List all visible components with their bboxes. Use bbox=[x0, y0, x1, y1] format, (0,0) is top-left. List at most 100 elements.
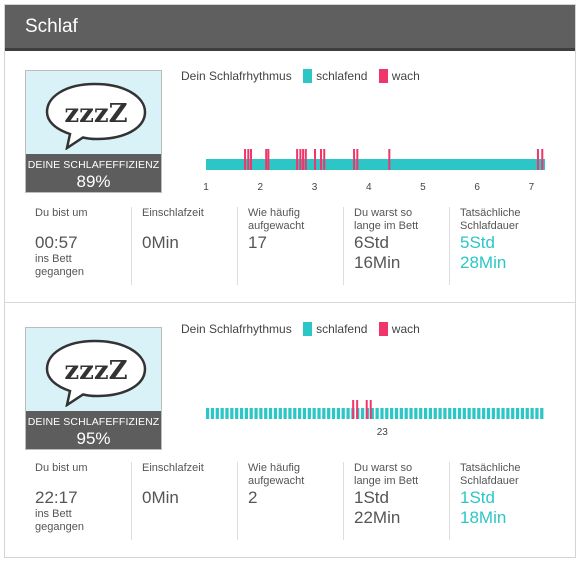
wake-marker bbox=[365, 400, 368, 419]
wake-swatch-icon bbox=[378, 321, 388, 336]
bedtime-metric: Du bist um 22:17 ins Bett gegangen bbox=[25, 462, 131, 540]
sleep-segment bbox=[206, 408, 210, 419]
sleep-segment bbox=[428, 408, 433, 419]
zzz-speech-bubble-icon: zzzZ bbox=[45, 339, 147, 407]
sleep-segment bbox=[370, 408, 374, 419]
sleep-session[interactable]: zzzZ DEINE SCHLAFEFFIZIENZ 95% Dein Schl… bbox=[5, 303, 575, 559]
sleep-segment bbox=[239, 408, 244, 419]
sleep-segment bbox=[268, 408, 273, 419]
sleep-segment bbox=[535, 408, 539, 419]
sleep-segment bbox=[273, 408, 278, 419]
sleep-efficiency-badge: zzzZ DEINE SCHLAFEFFIZIENZ 89% bbox=[25, 70, 162, 193]
sleep-segment bbox=[457, 408, 462, 419]
sleep-segment bbox=[235, 408, 239, 419]
badge-caption: DEINE SCHLAFEFFIZIENZ 89% bbox=[26, 154, 161, 192]
sleep-segment bbox=[394, 408, 399, 419]
sleep-onset-metric: Einschlafzeit 0Min bbox=[131, 462, 237, 540]
sleep-segment bbox=[312, 408, 316, 419]
x-tick-label: 4 bbox=[366, 182, 372, 193]
sleep-segment bbox=[390, 408, 394, 419]
panel-header: Schlaf bbox=[5, 5, 575, 51]
sleep-segment bbox=[293, 408, 297, 419]
wakeups-label: Wie häufig aufgewacht bbox=[248, 207, 305, 232]
sleep-panel: Schlaf zzzZ DEINE SCHLAFEFFIZIENZ 89% De… bbox=[4, 4, 576, 558]
wake-marker bbox=[319, 149, 322, 170]
sleep-segment bbox=[322, 408, 326, 419]
sleep-segment bbox=[482, 408, 486, 419]
wakeups-label: Wie häufig aufgewacht bbox=[248, 462, 305, 487]
sleep-segment bbox=[336, 408, 340, 419]
time-in-bed-metric: Du warst so lange im Bett 6Std 16Min bbox=[343, 207, 449, 285]
time-in-bed-label: Du warst so lange im Bett bbox=[354, 207, 419, 232]
wake-marker bbox=[247, 149, 250, 170]
sleep-rhythm-chart[interactable]: 1 2 3 4 5 6 7 bbox=[181, 129, 551, 193]
bedtime-sub: ins Bett gegangen bbox=[35, 508, 84, 533]
time-in-bed-hours: 1Std bbox=[354, 488, 389, 507]
sleep-onset-label: Einschlafzeit bbox=[142, 462, 204, 474]
sleep-segment bbox=[254, 408, 258, 419]
sleep-swatch-icon bbox=[303, 68, 313, 83]
panel-title: Schlaf bbox=[25, 16, 78, 37]
sleep-segment bbox=[409, 408, 413, 419]
rhythm-legend: Dein Schlafrhythmus schlafend wach bbox=[181, 321, 420, 336]
wake-marker bbox=[356, 149, 359, 170]
sleep-segment bbox=[404, 408, 408, 419]
sleep-segment bbox=[360, 408, 365, 419]
x-tick-label: 23 bbox=[377, 427, 389, 438]
wake-marker bbox=[541, 149, 544, 170]
sleep-segment bbox=[501, 408, 505, 419]
sleep-segment bbox=[520, 408, 525, 419]
rhythm-title: Dein Schlafrhythmus bbox=[181, 321, 292, 336]
x-tick-label: 3 bbox=[312, 182, 318, 193]
bedtime-label: Du bist um bbox=[35, 207, 88, 219]
actual-sleep-label: Tatsächliche Schlafdauer bbox=[460, 462, 521, 487]
x-tick-label: 6 bbox=[474, 182, 480, 193]
sleep-segment bbox=[331, 408, 336, 419]
sleep-segment bbox=[244, 408, 248, 419]
sleep-segment bbox=[298, 408, 302, 419]
sleep-segment bbox=[249, 408, 253, 419]
sleep-segment bbox=[540, 408, 544, 419]
sleep-onset-label: Einschlafzeit bbox=[142, 207, 204, 219]
sleep-segment bbox=[511, 408, 515, 419]
x-tick-label: 5 bbox=[420, 182, 426, 193]
sleep-segment bbox=[448, 408, 452, 419]
sleep-segment bbox=[515, 408, 520, 419]
sleep-swatch-icon bbox=[303, 321, 313, 336]
wakeups-value: 17 bbox=[248, 233, 267, 252]
wake-marker bbox=[302, 149, 305, 170]
sleep-segment bbox=[433, 408, 437, 419]
sleep-segment bbox=[477, 408, 481, 419]
sleep-segment bbox=[467, 408, 471, 419]
wake-marker bbox=[356, 400, 359, 419]
sleep-segment bbox=[423, 408, 428, 419]
sleep-segment bbox=[452, 408, 457, 419]
wake-marker bbox=[244, 149, 247, 170]
sleep-segment bbox=[264, 408, 268, 419]
sleep-onset-value: 0Min bbox=[142, 488, 179, 507]
zzz-speech-bubble-icon: zzzZ bbox=[45, 82, 147, 150]
wake-marker bbox=[323, 149, 326, 170]
x-tick-label: 2 bbox=[257, 182, 263, 193]
x-tick-label: 7 bbox=[529, 182, 535, 193]
sleep-session[interactable]: zzzZ DEINE SCHLAFEFFIZIENZ 89% Dein Schl… bbox=[5, 51, 575, 303]
wake-marker bbox=[296, 149, 299, 170]
sleep-segment bbox=[385, 408, 389, 419]
legend-sleep-label: schlafend bbox=[316, 321, 368, 336]
wake-marker bbox=[299, 149, 302, 170]
sleep-segment bbox=[317, 408, 321, 419]
time-in-bed-label: Du warst so lange im Bett bbox=[354, 462, 419, 487]
efficiency-value: 89% bbox=[76, 172, 111, 191]
bubble-text: zzzZ bbox=[64, 356, 127, 386]
legend-wake-label: wach bbox=[391, 321, 420, 336]
sleep-rhythm-chart[interactable]: 23 bbox=[181, 395, 551, 451]
bedtime-label: Du bist um bbox=[35, 462, 88, 474]
sleep-segment bbox=[525, 408, 529, 419]
efficiency-value: 95% bbox=[76, 429, 111, 448]
sleep-segment bbox=[341, 408, 345, 419]
sleep-segment bbox=[506, 408, 510, 419]
legend-sleep-label: schlafend bbox=[316, 68, 368, 83]
sleep-segment bbox=[259, 408, 263, 419]
wakeups-metric: Wie häufig aufgewacht 17 bbox=[237, 207, 343, 285]
session-divider bbox=[5, 302, 575, 303]
